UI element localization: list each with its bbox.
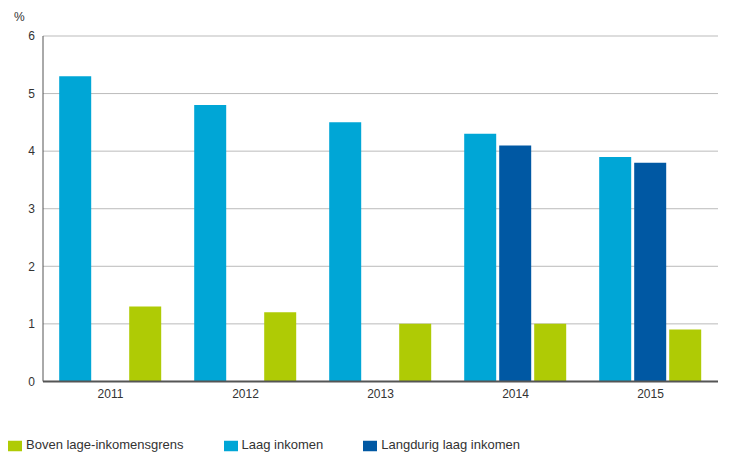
- html-text:Laag inkomen: Laag inkomen: [241, 437, 324, 453]
- html-text:Boven lage-inkomensgrens: Boven lage-inkomensgrens: [26, 437, 184, 453]
- svg-text:0: 0: [28, 375, 35, 389]
- svg-text:4: 4: [28, 144, 35, 158]
- svg-text:2014: 2014: [502, 387, 529, 401]
- svg-text:2: 2: [28, 260, 35, 274]
- svg-text:2012: 2012: [232, 387, 259, 401]
- svg-text:6: 6: [28, 29, 35, 43]
- html-text:Langdurig laag inkomen: Langdurig laag inkomen: [381, 437, 520, 453]
- svg-text:1: 1: [28, 317, 35, 331]
- svg-text:2011: 2011: [98, 387, 124, 401]
- svg-text:3: 3: [28, 202, 35, 216]
- svg-text:2013: 2013: [367, 387, 394, 401]
- svg-text:2015: 2015: [637, 387, 664, 401]
- svg-text:5: 5: [28, 87, 35, 101]
